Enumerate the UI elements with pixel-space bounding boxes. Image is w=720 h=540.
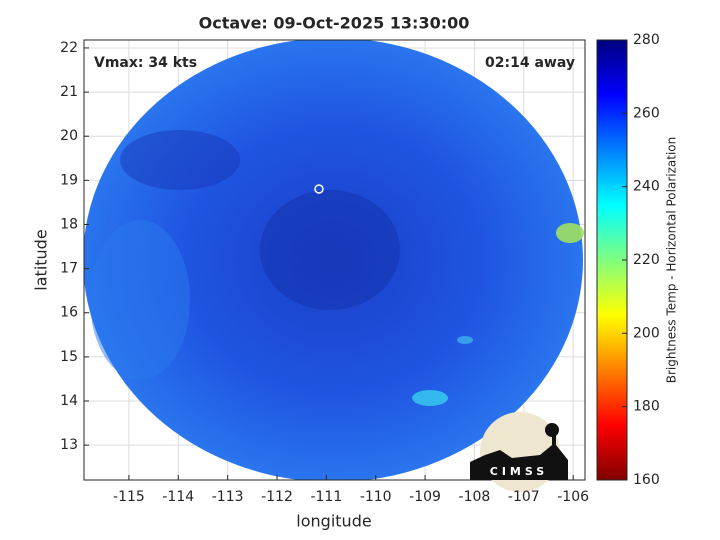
x-tick-label: -106 — [557, 489, 589, 505]
axes-box — [83, 39, 586, 481]
annotation: 02:14 away — [485, 55, 575, 71]
colorbar-tick-label: 180 — [633, 399, 660, 415]
y-tick-label: 20 — [60, 128, 78, 144]
colorbar-tick-label: 280 — [633, 32, 660, 48]
annotation: Vmax: 34 kts — [94, 55, 197, 71]
y-tick-label: 17 — [60, 261, 78, 277]
colorbar-label: Brightness Temp - Horizontal Polarizatio… — [665, 137, 679, 384]
x-tick-label: -107 — [508, 489, 540, 505]
y-tick-label: 16 — [60, 305, 78, 321]
y-axis-label: latitude — [32, 229, 51, 290]
colorbar-tick-label: 160 — [633, 472, 660, 488]
x-tick-label: -115 — [113, 489, 145, 505]
y-tick-label: 13 — [60, 437, 78, 453]
y-tick-label: 18 — [60, 216, 78, 232]
x-tick-label: -110 — [360, 489, 392, 505]
x-tick-label: -109 — [409, 489, 441, 505]
colorbar-tick-label: 220 — [633, 252, 660, 268]
y-tick-label: 14 — [60, 393, 78, 409]
satellite-image — [84, 40, 584, 480]
y-tick-label: 15 — [60, 349, 78, 365]
colorbar-tick-label: 260 — [633, 105, 660, 121]
x-tick-label: -108 — [459, 489, 491, 505]
x-tick-label: -112 — [261, 489, 293, 505]
y-tick-label: 21 — [60, 84, 78, 100]
y-tick-label: 22 — [60, 40, 78, 56]
x-axis-label: longitude — [296, 512, 371, 531]
colorbar-tick-label: 200 — [633, 325, 660, 341]
x-tick-label: -111 — [310, 489, 342, 505]
x-tick-label: -114 — [162, 489, 194, 505]
logo: CIMSS — [470, 412, 568, 492]
y-tick-label: 19 — [60, 172, 78, 188]
chart-title: Octave: 09-Oct-2025 13:30:00 — [199, 14, 470, 33]
colorbar-tick-label: 240 — [633, 179, 660, 195]
logo-text: CIMSS — [490, 465, 548, 478]
x-tick-label: -113 — [212, 489, 244, 505]
